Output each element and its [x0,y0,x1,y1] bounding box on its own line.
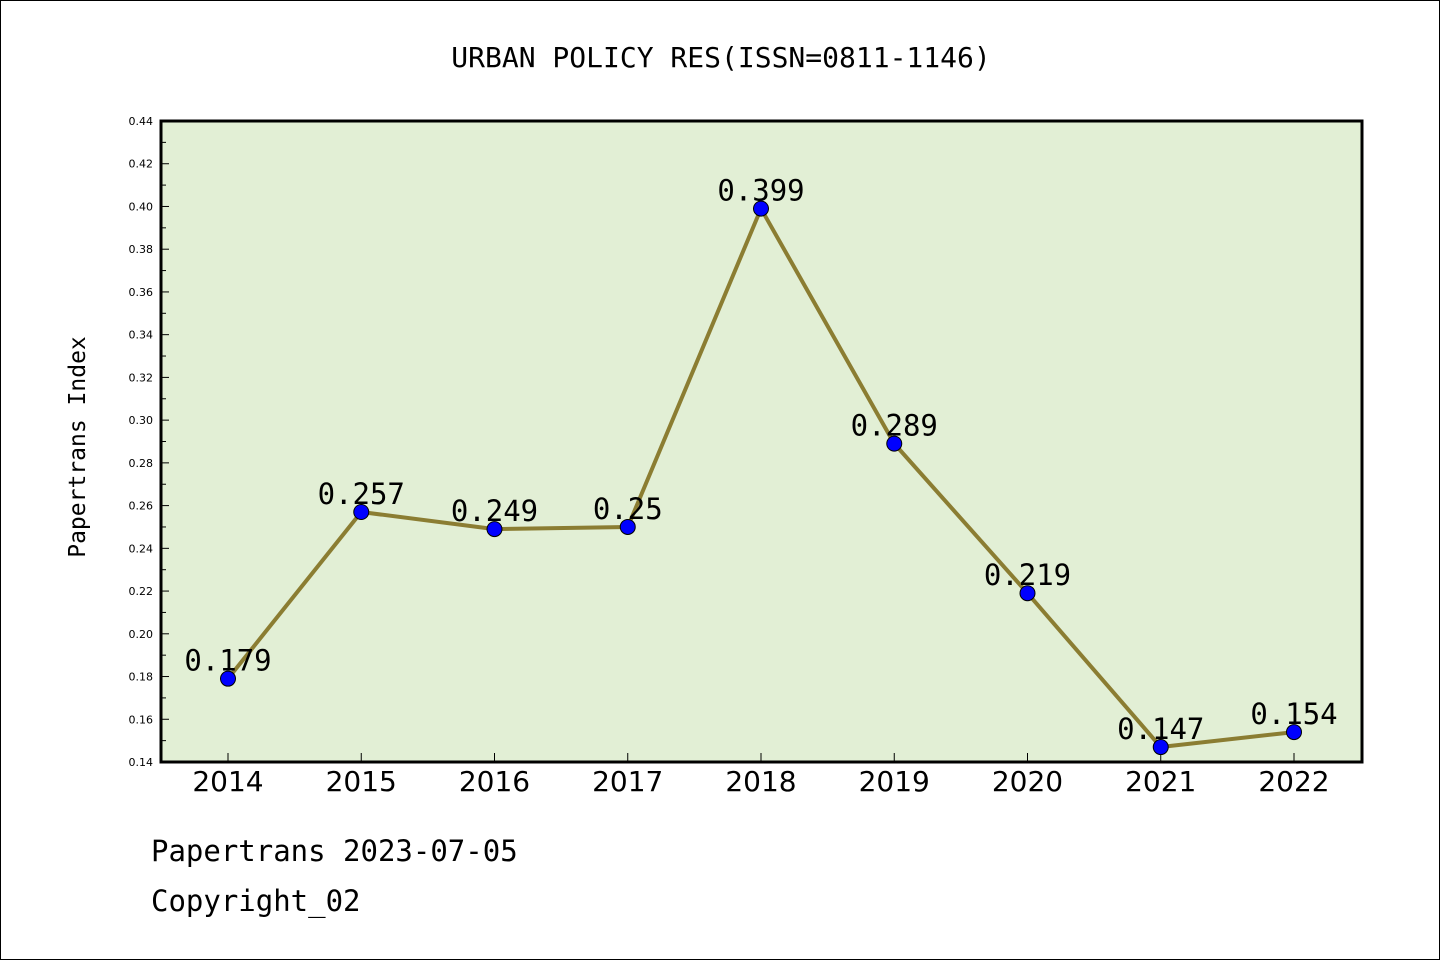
data-markers [220,200,1302,756]
data-label: 0.289 [851,409,938,443]
x-tick-label: 2015 [326,765,397,798]
y-axis-ticks: 0.14 0.16 0.18 0.20 0.22 0.24 0.26 0.28 0.30 0.32… [129,115,169,769]
data-point [486,521,503,538]
x-tick-label: 2021 [1125,765,1196,798]
data-label: 0.25 [593,492,663,526]
data-label: 0.257 [318,477,405,511]
data-label: 0.219 [984,558,1071,592]
plot-area [159,119,1364,764]
x-tick-label: 2022 [1258,765,1329,798]
y-tick-label: 0.40 [129,200,154,213]
y-tick-label: 0.42 [129,158,154,171]
y-tick-label: 0.18 [129,671,154,684]
data-point [353,504,370,521]
data-label: 0.399 [717,174,804,208]
data-point [619,518,636,535]
data-label: 0.249 [451,494,538,528]
footer-copyright: Copyright_02 [151,884,361,918]
data-point [1019,585,1036,602]
y-tick-label: 0.32 [129,371,154,384]
y-tick-label: 0.36 [129,286,154,299]
data-point [1152,739,1169,756]
y-tick-label: 0.16 [129,713,154,726]
y-tick-label: 0.22 [129,585,154,598]
y-tick-label: 0.38 [129,243,154,256]
y-tick-label: 0.28 [129,457,154,470]
y-tick-label: 0.26 [129,500,154,513]
footer-date: Papertrans 2023-07-05 [151,834,518,868]
y-tick-label: 0.34 [129,329,154,342]
chart-title: URBAN POLICY RES(ISSN=0811-1146) [451,41,990,74]
data-label: 0.179 [184,644,271,678]
data-point [220,670,236,687]
x-tick-label: 2020 [992,765,1063,798]
data-label: 0.154 [1250,697,1337,731]
data-point [1286,724,1302,741]
data-point [753,200,769,217]
y-tick-label: 0.24 [129,542,154,555]
x-tick-label: 2017 [592,765,663,798]
y-tick-label: 0.20 [129,628,154,641]
x-axis-ticks: 2014 2015 2016 2017 2018 2019 2020 2021 2022 [192,753,1330,798]
x-tick-label: 2019 [859,765,930,798]
x-tick-label: 2014 [192,765,263,798]
data-labels: 0.179 0.257 0.249 0.25 0.399 0.289 0.219 0.147 0… [184,174,1337,746]
x-tick-label: 2018 [725,765,796,798]
y-tick-label: 0.44 [129,115,154,128]
y-tick-label: 0.30 [129,414,154,427]
data-label: 0.147 [1117,712,1204,746]
data-point [886,435,903,452]
y-axis-label: Papertrans Index [65,336,91,558]
y-tick-label: 0.14 [129,756,154,769]
x-tick-label: 2016 [459,765,530,798]
